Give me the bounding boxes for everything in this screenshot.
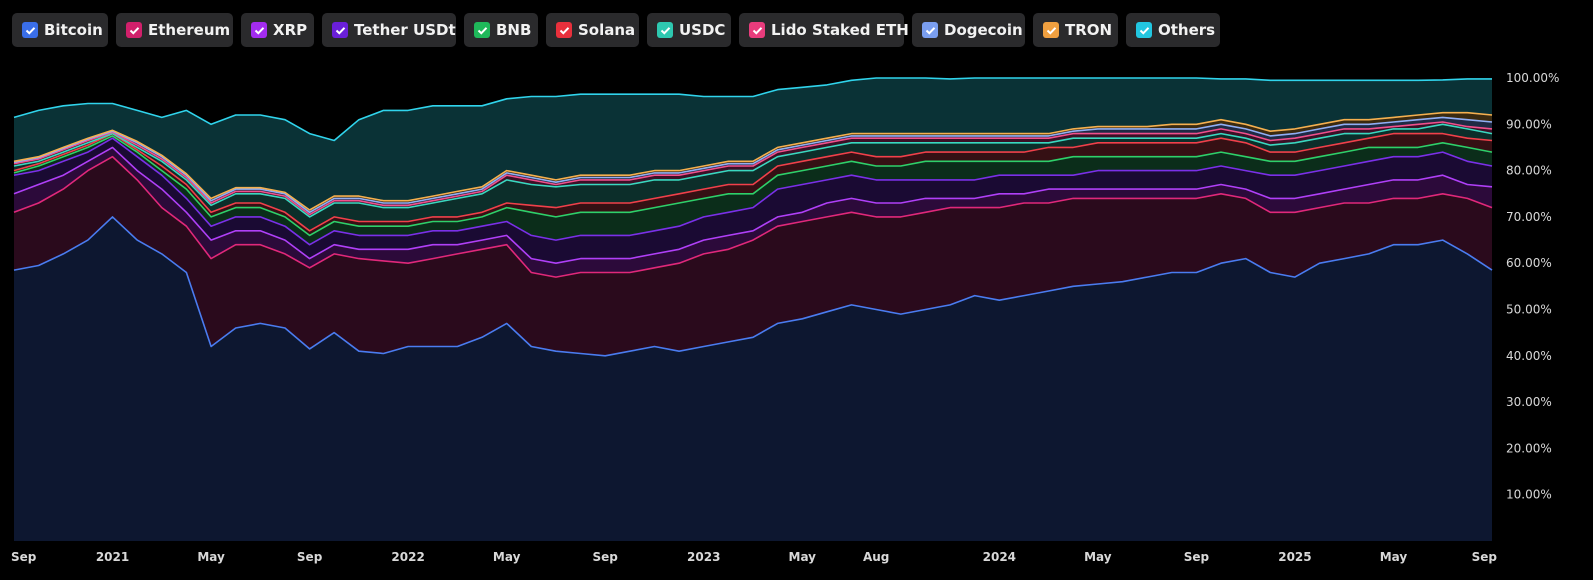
x-tick-label: May xyxy=(1380,550,1408,564)
y-tick-label: 50.00% xyxy=(1506,303,1552,317)
x-tick-label: Aug xyxy=(863,550,889,564)
x-tick-label: Sep xyxy=(1472,550,1498,564)
legend-toggle-bnb[interactable]: BNB xyxy=(464,13,538,47)
legend-label: USDC xyxy=(679,21,726,39)
legend-toggle-usdc[interactable]: USDC xyxy=(647,13,731,47)
line-lido-staked-eth[interactable] xyxy=(13,121,1493,216)
line-others[interactable] xyxy=(13,77,1492,142)
area-layers xyxy=(14,78,1492,541)
line-tether-usdt[interactable] xyxy=(13,137,1493,246)
y-tick-label: 10.00% xyxy=(1506,488,1552,502)
y-tick-label: 100.00% xyxy=(1506,71,1559,85)
x-axis: Sep 2021 May Sep 2022 May Sep 2023 May Aug 2024 May… xyxy=(11,550,1497,564)
y-tick-label: 80.00% xyxy=(1506,164,1552,178)
legend-toggle-dogecoin[interactable]: Dogecoin xyxy=(912,13,1025,47)
y-tick-label: 70.00% xyxy=(1506,210,1552,224)
line-solana[interactable] xyxy=(13,132,1493,232)
checkbox-checked-icon xyxy=(749,22,765,38)
legend-toggle-bitcoin[interactable]: Bitcoin xyxy=(12,13,108,47)
x-tick-label: Sep xyxy=(593,550,619,564)
line-dogecoin[interactable] xyxy=(13,116,1493,214)
legend-label: Ethereum xyxy=(148,21,231,39)
x-tick-label: 2023 xyxy=(687,550,720,564)
legend-label: Tether USDt xyxy=(354,21,456,39)
x-tick-label: May xyxy=(197,550,225,564)
legend-label: Bitcoin xyxy=(44,21,103,39)
checkbox-checked-icon xyxy=(251,22,267,38)
legend-label: TRON xyxy=(1065,21,1113,39)
legend-label: Dogecoin xyxy=(944,21,1023,39)
legend-toggle-xrp[interactable]: XRP xyxy=(241,13,314,47)
checkbox-checked-icon xyxy=(922,22,938,38)
y-tick-label: 40.00% xyxy=(1506,349,1552,363)
area-tron xyxy=(14,112,1492,213)
area-bnb xyxy=(14,135,1492,245)
legend-label: XRP xyxy=(273,21,308,39)
legend-toggle-ethereum[interactable]: Ethereum xyxy=(116,13,233,47)
legend-toggle-tron[interactable]: TRON xyxy=(1033,13,1118,47)
x-tick-label: May xyxy=(789,550,817,564)
x-tick-label: May xyxy=(1084,550,1112,564)
checkbox-checked-icon xyxy=(22,22,38,38)
legend-label: Lido Staked ETH xyxy=(771,21,909,39)
checkbox-checked-icon xyxy=(657,22,673,38)
x-tick-label: Sep xyxy=(1184,550,1210,564)
line-bitcoin[interactable] xyxy=(13,216,1493,357)
x-tick-label: 2024 xyxy=(983,550,1016,564)
legend-toggle-tether-usdt[interactable]: Tether USDt xyxy=(322,13,456,47)
x-tick-label: 2022 xyxy=(391,550,424,564)
area-usdc xyxy=(14,124,1492,231)
checkbox-checked-icon xyxy=(1043,22,1059,38)
area-lido-staked-eth xyxy=(14,122,1492,217)
line-bnb[interactable] xyxy=(13,135,1493,237)
line-ethereum[interactable] xyxy=(13,155,1493,278)
checkbox-checked-icon xyxy=(126,22,142,38)
y-tick-label: 90.00% xyxy=(1506,117,1552,131)
x-tick-label: Sep xyxy=(11,550,37,564)
line-usdc[interactable] xyxy=(13,123,1493,218)
checkbox-checked-icon xyxy=(474,22,490,38)
legend-toggle-solana[interactable]: Solana xyxy=(546,13,639,47)
legend-label: Solana xyxy=(578,21,636,39)
legend-label: BNB xyxy=(496,21,532,39)
x-tick-label: May xyxy=(493,550,521,564)
checkbox-checked-icon xyxy=(332,22,348,38)
y-axis: 10.00% 20.00% 30.00% 40.00% 50.00% 60.00% 70.0… xyxy=(1506,71,1559,502)
area-ethereum xyxy=(14,156,1492,356)
legend-toggle-lido-staked-eth[interactable]: Lido Staked ETH xyxy=(739,13,909,47)
checkbox-checked-icon xyxy=(1136,22,1152,38)
line-tron[interactable] xyxy=(13,111,1493,211)
checkbox-checked-icon xyxy=(556,22,572,38)
y-tick-label: 60.00% xyxy=(1506,256,1552,270)
legend-toggle-others[interactable]: Others xyxy=(1126,13,1220,47)
y-tick-label: 30.00% xyxy=(1506,395,1552,409)
area-bitcoin xyxy=(14,216,1492,541)
series-lines xyxy=(13,77,1493,357)
line-xrp[interactable] xyxy=(13,146,1493,265)
y-tick-label: 20.00% xyxy=(1506,441,1552,455)
x-tick-label: 2021 xyxy=(96,550,129,564)
x-tick-label: Sep xyxy=(297,550,323,564)
legend-label: Others xyxy=(1158,21,1216,39)
x-tick-label: 2025 xyxy=(1278,550,1311,564)
